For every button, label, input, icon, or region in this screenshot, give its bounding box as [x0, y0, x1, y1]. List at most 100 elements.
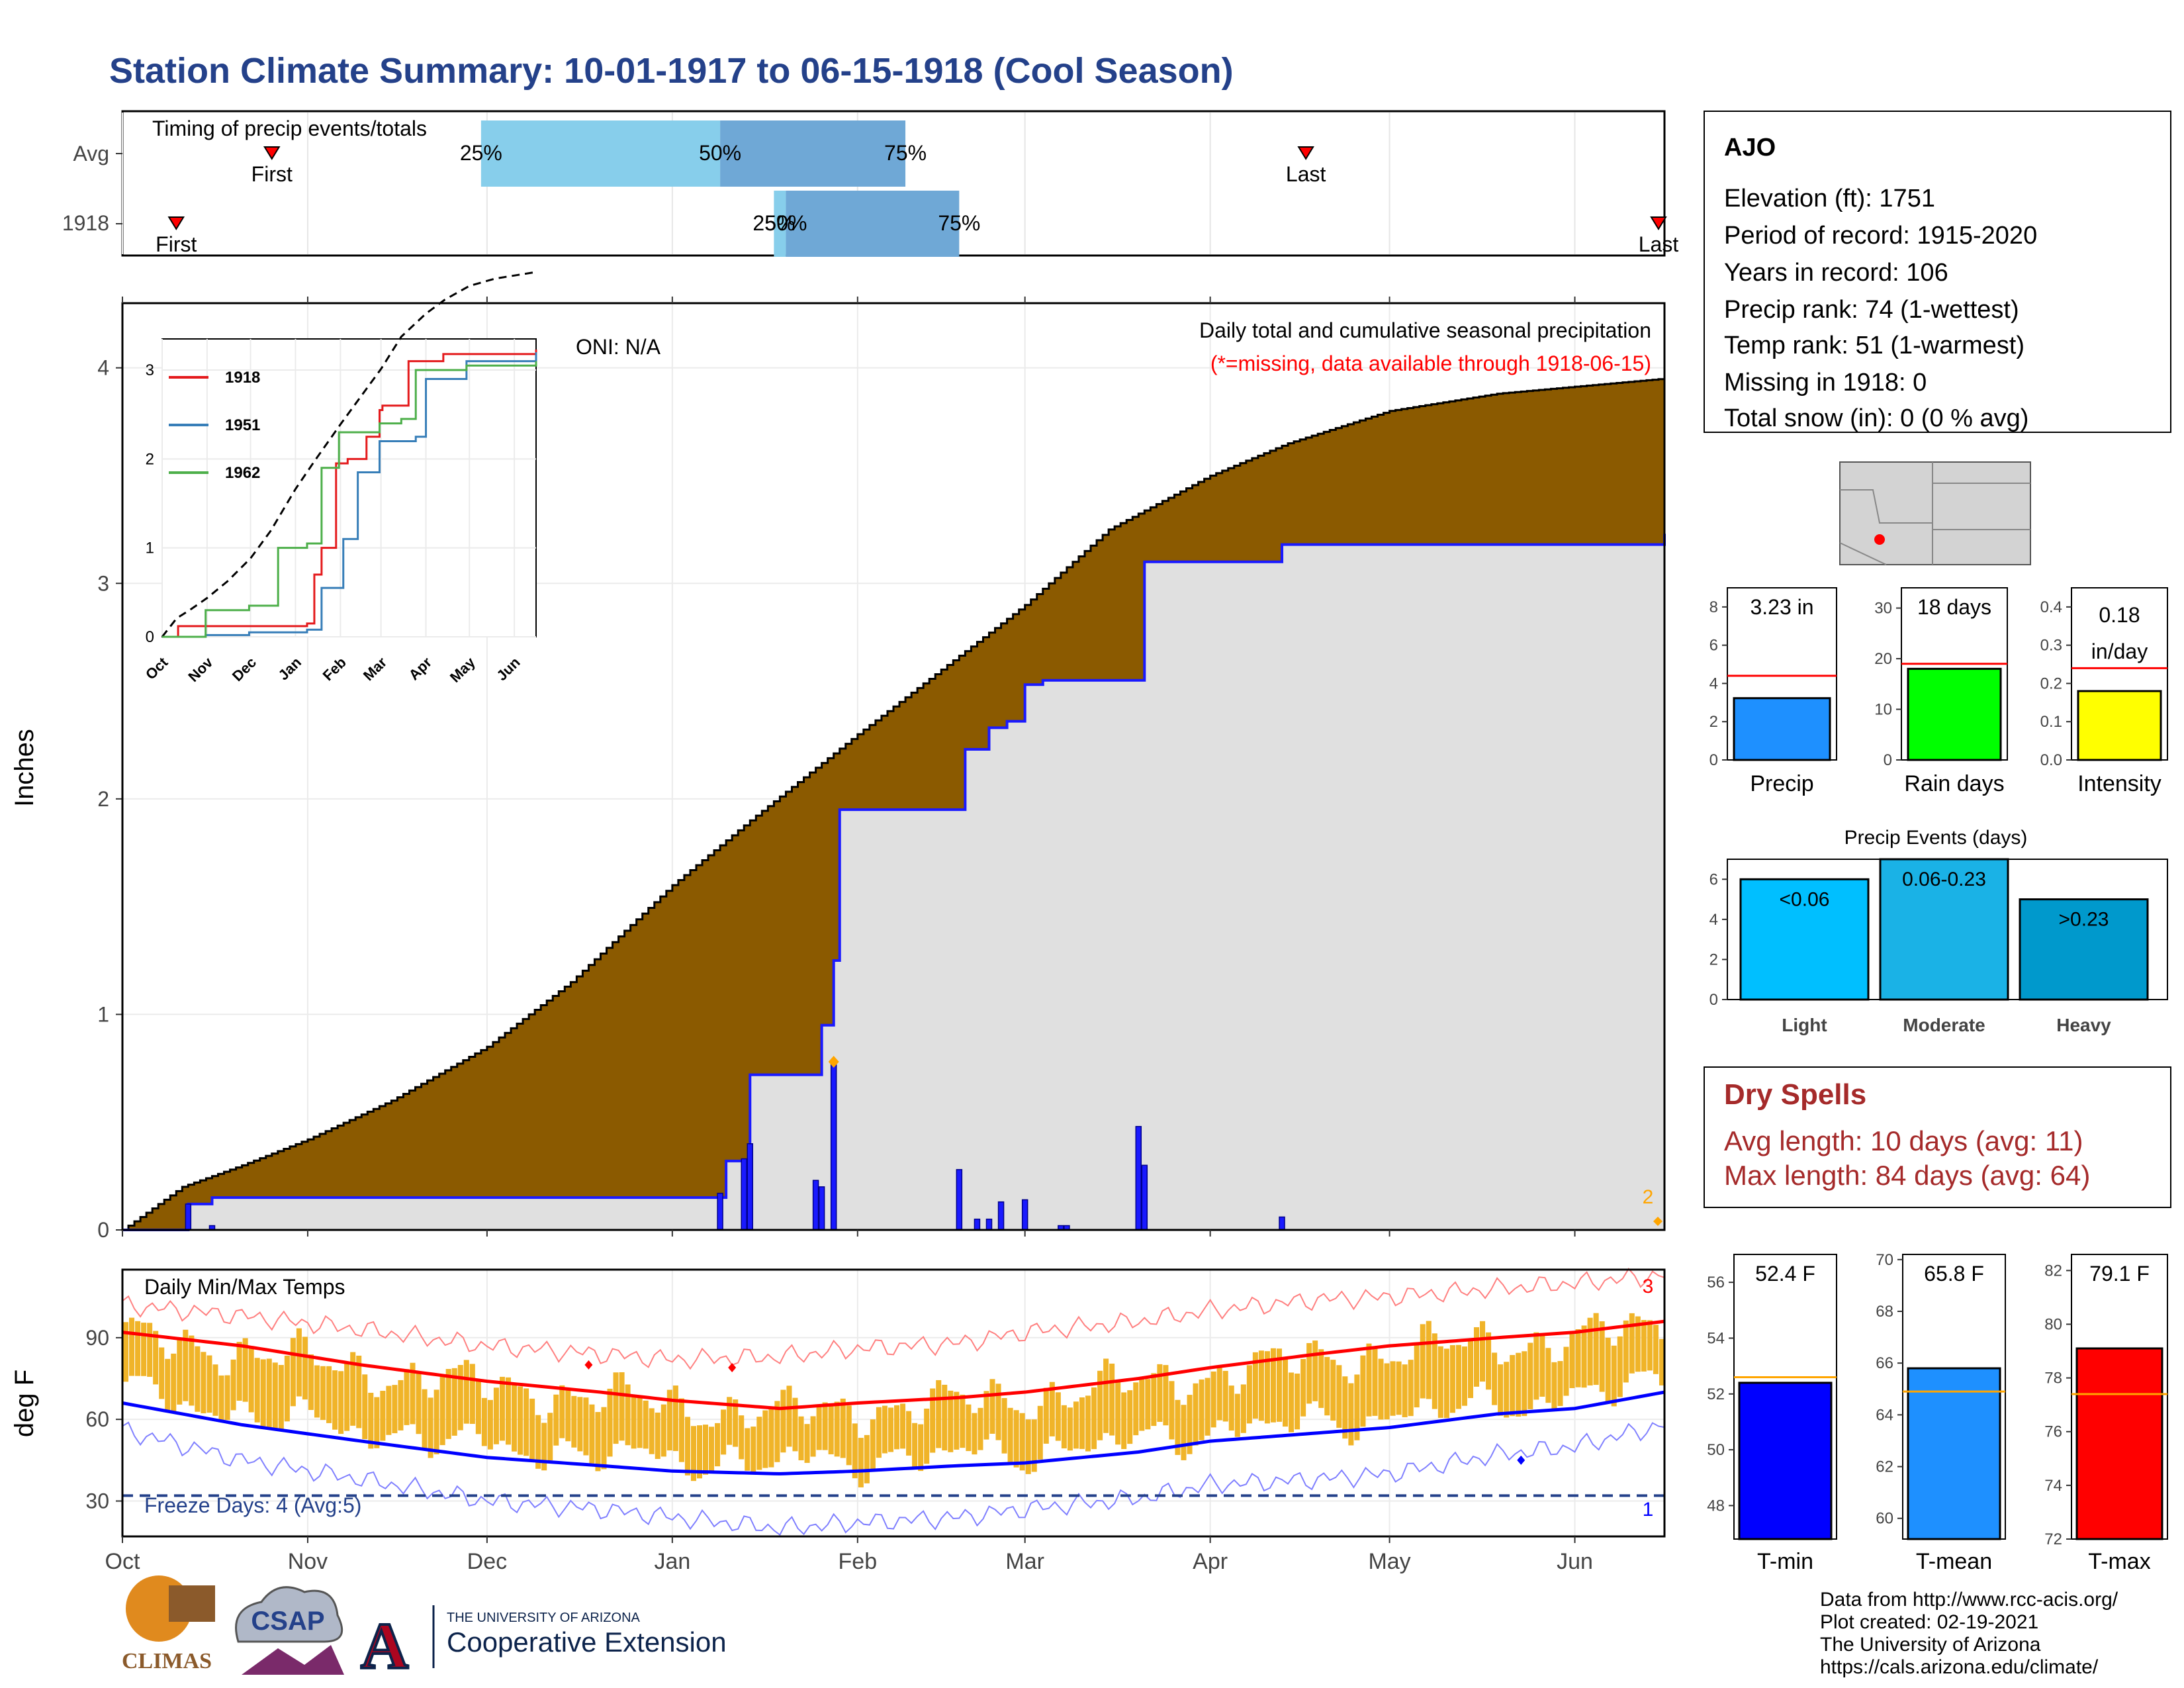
inset-ytick-label: 1	[146, 539, 154, 557]
daily-temp-bar	[1067, 1407, 1073, 1451]
daily-temp-bar	[1629, 1313, 1635, 1374]
daily-temp-bar	[1474, 1327, 1480, 1387]
temp-bar-ytick-label: 52	[1707, 1385, 1725, 1403]
temps-ylabel: deg F	[10, 1370, 39, 1437]
temp-bar-T-mean	[1907, 1367, 2001, 1540]
daily-temp-bar	[1443, 1348, 1449, 1419]
daily-temp-bar	[1504, 1362, 1510, 1418]
daily-temp-bar	[296, 1328, 302, 1397]
event-bar-Moderate	[1879, 858, 2009, 1001]
daily-temp-bar	[1587, 1317, 1593, 1385]
daily-temp-bar	[1557, 1361, 1563, 1406]
station-elevation: Elevation (ft): 1751	[1724, 185, 1935, 212]
inset-frame	[161, 338, 537, 637]
event-bar-Heavy	[2019, 898, 2149, 1001]
inset-series-line-1962	[162, 361, 537, 638]
daily-temp-bar	[1055, 1392, 1061, 1441]
daily-precip-bar	[974, 1218, 981, 1231]
daily-temp-bar	[1330, 1360, 1336, 1421]
inset-avg-line	[161, 271, 537, 637]
daily-temp-bar	[577, 1397, 583, 1452]
daily-temp-bar	[183, 1329, 189, 1401]
station-name: AJO	[1724, 134, 1776, 162]
daily-temp-bar	[1659, 1338, 1664, 1385]
daily-temp-bar	[320, 1366, 326, 1421]
daily-temp-bar	[224, 1375, 230, 1421]
daily-temp-bar	[135, 1321, 141, 1376]
daily-temp-bar	[1360, 1355, 1366, 1427]
record-high-count: 3	[1643, 1276, 1654, 1297]
daily-temp-bar	[308, 1354, 314, 1410]
daily-temp-bar	[1193, 1383, 1199, 1446]
daily-temp-bar	[936, 1380, 942, 1448]
station-temp-rank: Temp rank: 51 (1-warmest)	[1724, 332, 2025, 359]
temp-bar-ytick-label: 80	[2044, 1315, 2062, 1333]
daily-temp-bar	[1551, 1362, 1557, 1409]
daily-temp-bar	[1605, 1337, 1611, 1403]
precip-ytick-label: 3	[97, 571, 109, 595]
daily-precip-bar	[1279, 1216, 1285, 1231]
daily-temp-bar	[1049, 1382, 1055, 1436]
daily-precip-bar	[830, 1061, 837, 1231]
daily-temp-bar	[445, 1369, 451, 1439]
temp-bar-name: T-max	[2088, 1549, 2150, 1574]
daily-temp-bar	[475, 1380, 481, 1434]
timing-avg-q25-label: 25%	[460, 141, 502, 165]
daily-temp-bar	[535, 1415, 541, 1469]
daily-temp-bar	[924, 1408, 930, 1464]
temp-bar-ytick-label: 56	[1707, 1274, 1725, 1291]
daily-temp-bar	[727, 1397, 733, 1445]
daily-temp-bar	[1593, 1313, 1599, 1385]
daily-temp-bar	[822, 1402, 828, 1450]
mini-bar-ytick-label: 0	[1709, 751, 1718, 769]
temp-bar-ytick-label: 82	[2044, 1262, 2062, 1280]
daily-temp-bar	[559, 1385, 565, 1438]
daily-temp-bar	[637, 1397, 643, 1448]
daily-temp-bar	[428, 1397, 433, 1458]
daily-temp-bar	[242, 1338, 248, 1402]
daily-temp-bar	[1163, 1365, 1169, 1426]
daily-temp-bar	[762, 1410, 768, 1468]
daily-temp-bar	[1575, 1329, 1581, 1387]
temp-bar-ytick-label: 74	[2044, 1477, 2062, 1495]
daily-temp-bar	[631, 1395, 637, 1449]
daily-temp-bar	[505, 1377, 512, 1445]
daily-temp-bar	[876, 1407, 882, 1458]
daily-temp-bar	[960, 1394, 966, 1448]
daily-temp-bar	[696, 1425, 703, 1479]
daily-temp-bar	[900, 1403, 906, 1449]
daily-temp-bar	[828, 1403, 834, 1454]
precip-missing-note: (*=missing, data available through 1918-…	[1210, 352, 1651, 375]
daily-temp-bar	[942, 1384, 948, 1451]
daily-temp-bar	[1013, 1410, 1019, 1468]
daily-temp-bar	[1617, 1336, 1623, 1397]
daily-temp-bar	[1461, 1346, 1467, 1406]
daily-precip-bar	[818, 1186, 825, 1231]
y1918-cumulative-precip-area	[122, 534, 1664, 1230]
daily-temp-bar	[1252, 1352, 1258, 1419]
daily-temp-bar	[1449, 1345, 1455, 1413]
mini-bar-ytick-label: 20	[1874, 650, 1892, 668]
daily-temp-bar	[1432, 1333, 1437, 1409]
daily-temp-bar	[751, 1427, 756, 1474]
daily-temp-bar	[1043, 1387, 1049, 1444]
daily-temp-bar	[1240, 1384, 1246, 1433]
csap-logo: CSAP	[235, 1586, 344, 1675]
daily-temp-bar	[1581, 1325, 1587, 1388]
daily-temp-bar	[141, 1323, 147, 1376]
daily-temp-bar	[368, 1393, 374, 1449]
daily-temp-bar	[1289, 1372, 1295, 1432]
daily-temp-bar	[625, 1384, 631, 1446]
daily-temp-bar	[1091, 1387, 1097, 1450]
daily-temp-bar	[1181, 1405, 1187, 1460]
record-high-marker-icon	[728, 1363, 737, 1373]
daily-temp-bar	[206, 1355, 212, 1413]
daily-precip-bar	[185, 1203, 192, 1231]
daily-temp-bar	[1623, 1320, 1629, 1383]
mini-bar-Precip	[1733, 697, 1831, 761]
daily-temp-bar	[1121, 1392, 1127, 1450]
mini-bar-ytick-label: 0.2	[2040, 675, 2062, 692]
locator-map	[1839, 461, 2031, 565]
inset-ytick-label: 0	[146, 628, 154, 646]
